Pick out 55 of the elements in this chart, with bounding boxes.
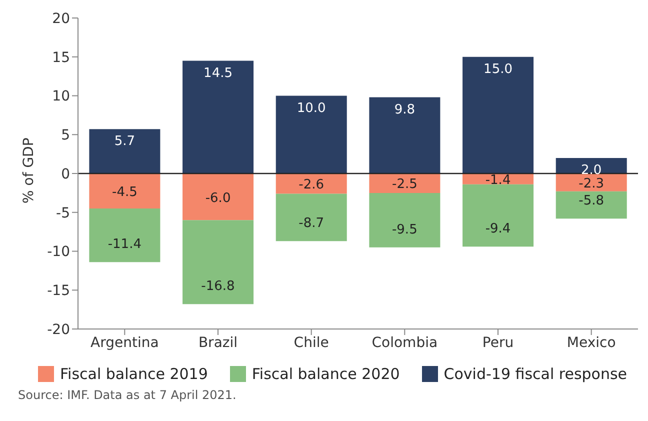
data-label: 2.0 — [581, 162, 602, 178]
bar — [556, 174, 627, 192]
bar — [89, 208, 160, 262]
bar — [89, 174, 160, 208]
annotation: -9.5 — [392, 222, 418, 238]
bar — [276, 194, 347, 242]
legend-label: Fiscal balance 2019 — [59, 365, 208, 383]
annotation: -9.4 — [485, 222, 511, 237]
annotation: -11.4 — [108, 237, 142, 252]
bar — [462, 184, 534, 247]
bar — [556, 191, 627, 219]
data-label: -4.5 — [112, 184, 138, 200]
bar — [369, 97, 440, 174]
bar — [369, 192, 440, 248]
y-tick-label: -20 — [47, 322, 70, 338]
data-label: 15.0 — [484, 62, 513, 77]
annotation: -5.8 — [578, 194, 604, 209]
x-tick-label: Argentina — [90, 334, 159, 351]
x-tick-label: Chile — [294, 334, 329, 351]
data-label: -2.3 — [578, 176, 604, 192]
legend-label: Fiscal balance 2020 — [250, 365, 400, 383]
annotation: -16.8 — [201, 279, 235, 294]
y-axis-title: % of GDP — [20, 138, 37, 204]
x-tick-label: Mexico — [566, 334, 616, 351]
annotation: -8.7 — [298, 216, 324, 232]
data-label: 14.5 — [204, 66, 233, 81]
y-tick-label: 5 — [61, 128, 70, 144]
x-tick-label: Colombia — [372, 334, 438, 351]
bar — [276, 96, 347, 174]
x-tick-label: Brazil — [198, 334, 238, 351]
x-tick-label: Peru — [482, 334, 514, 351]
y-tick-label: 15 — [52, 50, 70, 66]
bar — [182, 220, 254, 304]
y-tick-label: -5 — [56, 205, 70, 222]
y-tick-label: -10 — [47, 244, 70, 260]
bar — [182, 174, 254, 220]
data-label: -6.0 — [205, 190, 231, 206]
source-note: Source: IMF. Data as at 7 April 2021. — [17, 388, 238, 402]
data-label: -2.6 — [298, 178, 324, 193]
bar — [276, 174, 347, 194]
y-tick-label: -15 — [47, 283, 70, 300]
bar — [369, 174, 440, 193]
bar — [182, 60, 254, 174]
y-tick-label: 10 — [52, 88, 70, 105]
data-label: 5.7 — [114, 134, 136, 150]
data-label: 10.0 — [296, 100, 326, 116]
bar — [462, 56, 534, 174]
data-label: 9.8 — [394, 102, 416, 118]
bar — [556, 158, 627, 174]
y-tick-label: 20 — [52, 10, 70, 27]
legend-label: Covid-19 fiscal response — [442, 365, 628, 383]
data-label: -1.4 — [485, 172, 511, 188]
data-label: -2.5 — [392, 177, 418, 192]
bar — [89, 129, 160, 174]
y-tick-label: 0 — [61, 166, 70, 182]
